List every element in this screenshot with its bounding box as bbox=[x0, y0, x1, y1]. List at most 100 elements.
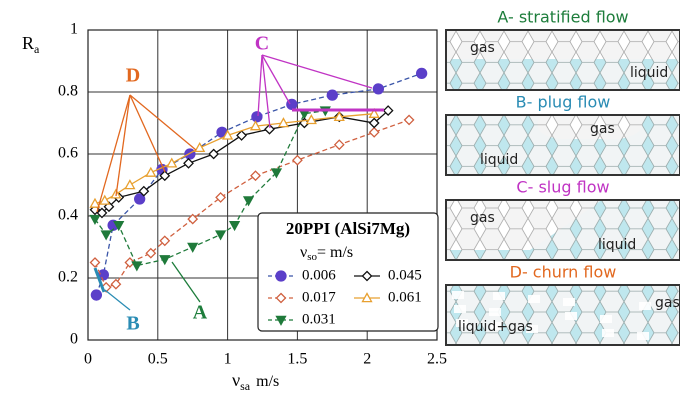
marker bbox=[275, 292, 287, 304]
y-tick-label: 1 bbox=[70, 21, 78, 38]
annotation: A bbox=[193, 302, 208, 324]
marker bbox=[305, 114, 317, 125]
marker bbox=[159, 235, 171, 247]
y-tick-label: 0.6 bbox=[58, 145, 78, 162]
panel-title: C- slug flow bbox=[516, 178, 609, 197]
marker bbox=[215, 191, 227, 203]
legend-label: 0.061 bbox=[388, 289, 422, 305]
annotation: C bbox=[255, 33, 269, 55]
x-tick-label: 2 bbox=[363, 351, 371, 368]
marker bbox=[326, 89, 338, 101]
marker bbox=[251, 111, 263, 123]
panel-label: gas bbox=[655, 295, 680, 311]
marker bbox=[368, 117, 380, 129]
marker bbox=[415, 67, 428, 80]
x-tick-label: 0.5 bbox=[148, 351, 168, 368]
legend-subtitle-subscript: so bbox=[307, 251, 317, 263]
y-axis-label-subscript: a bbox=[34, 42, 40, 56]
marker bbox=[166, 157, 178, 168]
panel-title: A- stratified flow bbox=[497, 8, 628, 27]
marker bbox=[208, 148, 220, 160]
y-tick-label: 0.2 bbox=[58, 269, 78, 286]
marker bbox=[159, 255, 171, 266]
x-tick-label: 1.5 bbox=[287, 351, 307, 368]
legend-label: 0.006 bbox=[302, 267, 336, 283]
legend-label: 0.045 bbox=[388, 267, 422, 283]
gas-bubble bbox=[493, 292, 505, 300]
panel-label: liquid bbox=[480, 152, 518, 168]
marker bbox=[368, 126, 380, 138]
plot-frame bbox=[87, 29, 438, 341]
legend-subtitle: νso= m/s bbox=[300, 244, 353, 263]
marker bbox=[250, 170, 261, 182]
annotation-pointers bbox=[93, 54, 384, 311]
marker bbox=[187, 242, 199, 253]
marker bbox=[96, 207, 108, 219]
gas-bubble bbox=[602, 329, 614, 337]
marker bbox=[270, 168, 283, 179]
panel-title: B- plug flow bbox=[516, 93, 611, 112]
marker bbox=[228, 221, 241, 232]
marker bbox=[89, 197, 101, 208]
gas-bubble bbox=[454, 305, 466, 313]
marker bbox=[215, 230, 227, 241]
gas-bubble bbox=[565, 312, 577, 320]
gas-slug bbox=[447, 201, 600, 250]
marker bbox=[110, 278, 122, 290]
marker bbox=[333, 110, 345, 122]
legend: 20PPI (AlSi7Mg) νso= m/s 0.006 0.017 0.031 0.… bbox=[257, 212, 439, 332]
gas-bubble bbox=[637, 332, 649, 340]
marker bbox=[275, 315, 287, 326]
panel-label: gas bbox=[470, 40, 495, 56]
marker bbox=[275, 270, 287, 282]
marker bbox=[277, 117, 290, 128]
marker bbox=[291, 154, 303, 166]
gas-bubble bbox=[528, 295, 540, 303]
marker bbox=[124, 257, 136, 268]
marker bbox=[89, 257, 101, 268]
marker bbox=[134, 193, 146, 205]
marker bbox=[361, 292, 373, 303]
legend-label: 0.017 bbox=[302, 289, 336, 305]
marker bbox=[368, 107, 380, 118]
panel-label: liquid bbox=[598, 237, 636, 253]
marker bbox=[264, 123, 275, 135]
marker bbox=[361, 270, 373, 282]
y-tick-label: 0 bbox=[70, 331, 78, 348]
marker bbox=[382, 105, 394, 117]
marker bbox=[100, 230, 112, 241]
y-tick-label: 0.4 bbox=[58, 207, 78, 224]
marker bbox=[184, 148, 196, 160]
x-tick-label: 0 bbox=[84, 351, 92, 368]
marker bbox=[145, 166, 157, 177]
panel-label: gas bbox=[470, 210, 495, 226]
marker bbox=[194, 141, 206, 153]
annotation: D bbox=[126, 65, 140, 87]
gas-bubble bbox=[563, 298, 575, 306]
y-tick-label: 0.8 bbox=[58, 83, 78, 100]
marker bbox=[403, 114, 415, 126]
marker bbox=[221, 129, 234, 140]
marker bbox=[145, 247, 157, 259]
gas-bubble bbox=[452, 291, 464, 299]
marker bbox=[90, 289, 103, 301]
panel-label: gas bbox=[590, 121, 615, 137]
x-axis-label: νsa m/s bbox=[232, 370, 279, 393]
legend-box bbox=[257, 212, 439, 332]
legend-title: 20PPI (AlSi7Mg) bbox=[286, 219, 410, 238]
marker bbox=[333, 139, 345, 151]
x-tick-label: 2.5 bbox=[427, 351, 447, 368]
gas-bubble bbox=[639, 302, 651, 310]
legend-subtitle-symbol: ν bbox=[300, 244, 307, 261]
y-axis-label-symbol: R bbox=[22, 33, 34, 53]
x-axis-label-subscript: sa bbox=[240, 379, 251, 393]
series-line bbox=[94, 113, 375, 205]
marker bbox=[236, 129, 247, 141]
annotation: B bbox=[126, 313, 139, 335]
panel-title: D- churn flow bbox=[510, 263, 617, 282]
marker bbox=[131, 261, 143, 272]
marker bbox=[187, 213, 199, 225]
